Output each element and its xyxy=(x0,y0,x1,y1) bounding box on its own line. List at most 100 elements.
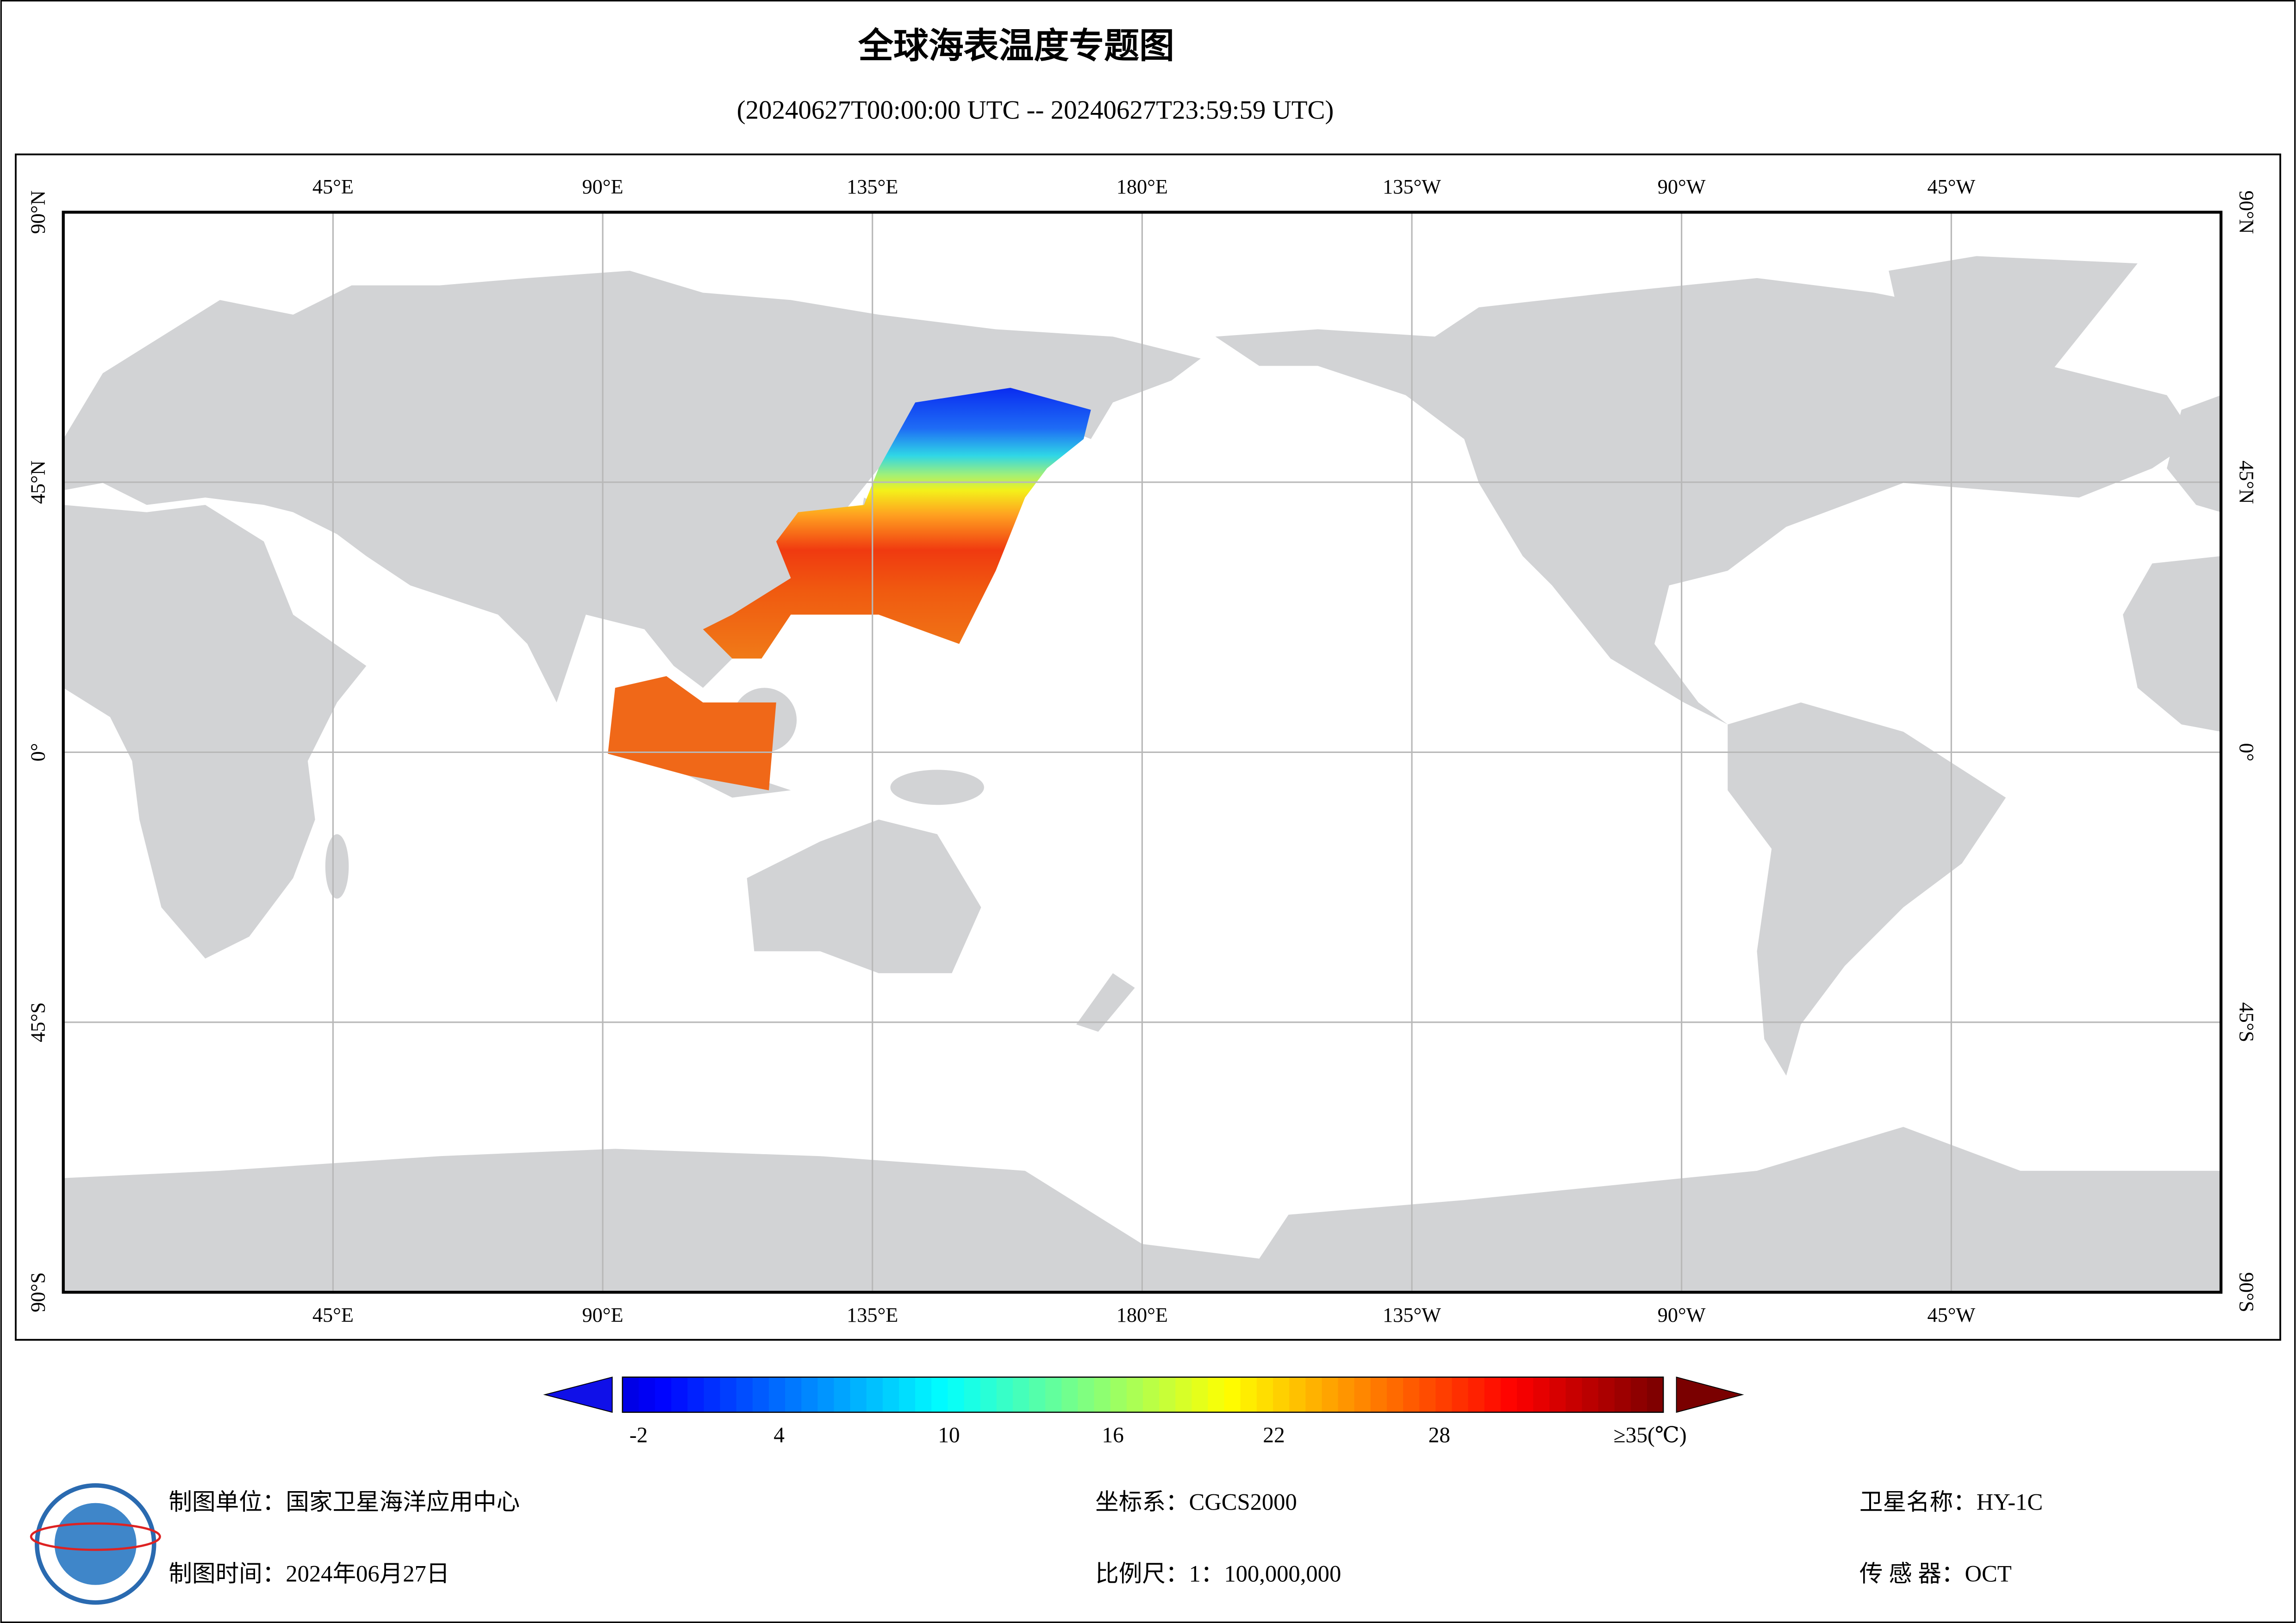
colorbar-cell xyxy=(1516,1377,1534,1412)
colorbar-cell xyxy=(1142,1377,1160,1412)
new-zealand xyxy=(1076,973,1135,1032)
colorbar-cell xyxy=(638,1377,655,1412)
colorbar-cell xyxy=(1435,1377,1453,1412)
lat-label-left: 90°S xyxy=(26,1272,49,1312)
footer-scale: 比例尺：1：100,000,000 xyxy=(1095,1561,1341,1586)
lat-label-right: 90°N xyxy=(2235,191,2258,234)
colorbar-cell xyxy=(704,1377,721,1412)
colorbar-cell xyxy=(931,1377,948,1412)
colorbar-cell xyxy=(1630,1377,1647,1412)
footer: 制图单位：国家卫星海洋应用中心 制图时间：2024年06月27日 坐标系：CGC… xyxy=(168,1489,2043,1586)
colorbar-cell xyxy=(850,1377,867,1412)
colorbar-frame xyxy=(622,1376,1664,1413)
lat-label-right: 90°S xyxy=(2235,1272,2258,1312)
colorbar-cell xyxy=(736,1377,753,1412)
colorbar-cell xyxy=(1338,1377,1355,1412)
colorbar-cell xyxy=(964,1377,981,1412)
colorbar-cell xyxy=(1061,1377,1079,1412)
colorbar-cell xyxy=(1500,1377,1517,1412)
south-america xyxy=(1728,702,2006,1076)
colorbar-cell xyxy=(1305,1377,1323,1412)
colorbar-min-arrow xyxy=(543,1376,613,1413)
footer-unit: 制图单位：国家卫星海洋应用中心 xyxy=(168,1489,520,1515)
map-inner-frame xyxy=(62,211,2223,1294)
colorbar-cell xyxy=(1484,1377,1501,1412)
madagascar xyxy=(325,834,349,899)
colorbar-cell xyxy=(1468,1377,1485,1412)
sst-swath xyxy=(608,388,1091,790)
lon-label-top: 90°E xyxy=(582,175,624,198)
colorbar-cell xyxy=(1012,1377,1029,1412)
sst-pixels-south xyxy=(608,676,776,790)
lon-label-top: 45°W xyxy=(1927,175,1975,198)
colorbar-cell xyxy=(785,1377,802,1412)
colorbar-cell xyxy=(1175,1377,1192,1412)
colorbar-cell xyxy=(768,1377,786,1412)
footer-crs: 坐标系：CGCS2000 xyxy=(1095,1489,1297,1515)
australia xyxy=(747,819,981,973)
lon-label-bottom: 135°E xyxy=(847,1304,898,1326)
colorbar-tick-label: 4 xyxy=(774,1423,785,1447)
footer-satellite: 卫星名称：HY-1C xyxy=(1859,1489,2043,1515)
map-frame xyxy=(15,153,2281,1341)
lon-label-bottom: 90°E xyxy=(582,1304,624,1326)
colorbar-cell xyxy=(1224,1377,1241,1412)
lon-label-bottom: 90°W xyxy=(1658,1304,1706,1326)
colorbar-cell xyxy=(1533,1377,1550,1412)
lon-label-top: 45°E xyxy=(312,175,354,198)
colorbar-cell xyxy=(1386,1377,1404,1412)
colorbar: -2 4 10 16 22 28 ≥35(℃) xyxy=(543,1376,1744,1447)
colorbar-tick-label: 10 xyxy=(938,1423,960,1447)
colorbar-cell xyxy=(1273,1377,1290,1412)
lat-label-left: 45°N xyxy=(26,460,49,504)
graticule-labels: 45°E 45°E 90°E 90°E 135°E 135°E 180°E 180°E 135°… xyxy=(26,175,2258,1326)
footer-sensor: 传 感 器：OCT xyxy=(1859,1561,2012,1586)
colorbar-cell xyxy=(801,1377,818,1412)
lat-label-left: 90°N xyxy=(26,191,49,234)
colorbar-cell xyxy=(866,1377,883,1412)
lon-label-bottom: 45°W xyxy=(1927,1304,1975,1326)
colorbar-cell xyxy=(1452,1377,1469,1412)
title: 全球海表温度专题图 xyxy=(858,27,1174,66)
colorbar-cell xyxy=(1126,1377,1143,1412)
colorbar-cell xyxy=(1566,1377,1583,1412)
lat-label-left: 45°S xyxy=(26,1002,49,1043)
colorbar-cell xyxy=(1647,1377,1664,1412)
colorbar-cell xyxy=(948,1377,965,1412)
lon-label-bottom: 45°E xyxy=(312,1304,354,1326)
map-area xyxy=(63,212,2221,1293)
eurasia xyxy=(63,271,1201,703)
africa xyxy=(63,504,367,959)
lon-label-top: 135°W xyxy=(1383,175,1441,198)
lat-label-left: 0° xyxy=(26,743,49,762)
colorbar-cell xyxy=(1029,1377,1046,1412)
colorbar-cell xyxy=(671,1377,688,1412)
colorbar-cell xyxy=(898,1377,916,1412)
logo-orbit xyxy=(30,1522,161,1551)
logo xyxy=(30,1483,161,1605)
colorbar-tick-label: 22 xyxy=(1263,1423,1285,1447)
lon-label-top: 180°E xyxy=(1117,175,1168,198)
colorbar-cell xyxy=(882,1377,899,1412)
colorbar-cell xyxy=(1110,1377,1127,1412)
colorbar-cell xyxy=(1094,1377,1111,1412)
colorbar-cell xyxy=(1582,1377,1599,1412)
colorbar-tick-label: 16 xyxy=(1102,1423,1123,1447)
colorbar-cell xyxy=(1322,1377,1339,1412)
colorbar-cell xyxy=(1289,1377,1306,1412)
colorbar-cell xyxy=(980,1377,997,1412)
africa-west xyxy=(2123,556,2221,732)
lon-label-bottom: 180°E xyxy=(1117,1304,1168,1326)
colorbar-tick-label: 28 xyxy=(1429,1423,1450,1447)
colorbar-cell xyxy=(752,1377,769,1412)
colorbar-cell xyxy=(915,1377,932,1412)
colorbar-cell xyxy=(1208,1377,1225,1412)
lon-label-top: 90°W xyxy=(1658,175,1706,198)
colorbar-cell xyxy=(655,1377,672,1412)
colorbar-cell xyxy=(1598,1377,1615,1412)
colorbar-tick-label: -2 xyxy=(630,1423,648,1447)
colorbar-tick-label: ≥35(℃) xyxy=(1614,1423,1687,1447)
new-guinea xyxy=(890,770,984,805)
colorbar-cell xyxy=(1078,1377,1095,1412)
